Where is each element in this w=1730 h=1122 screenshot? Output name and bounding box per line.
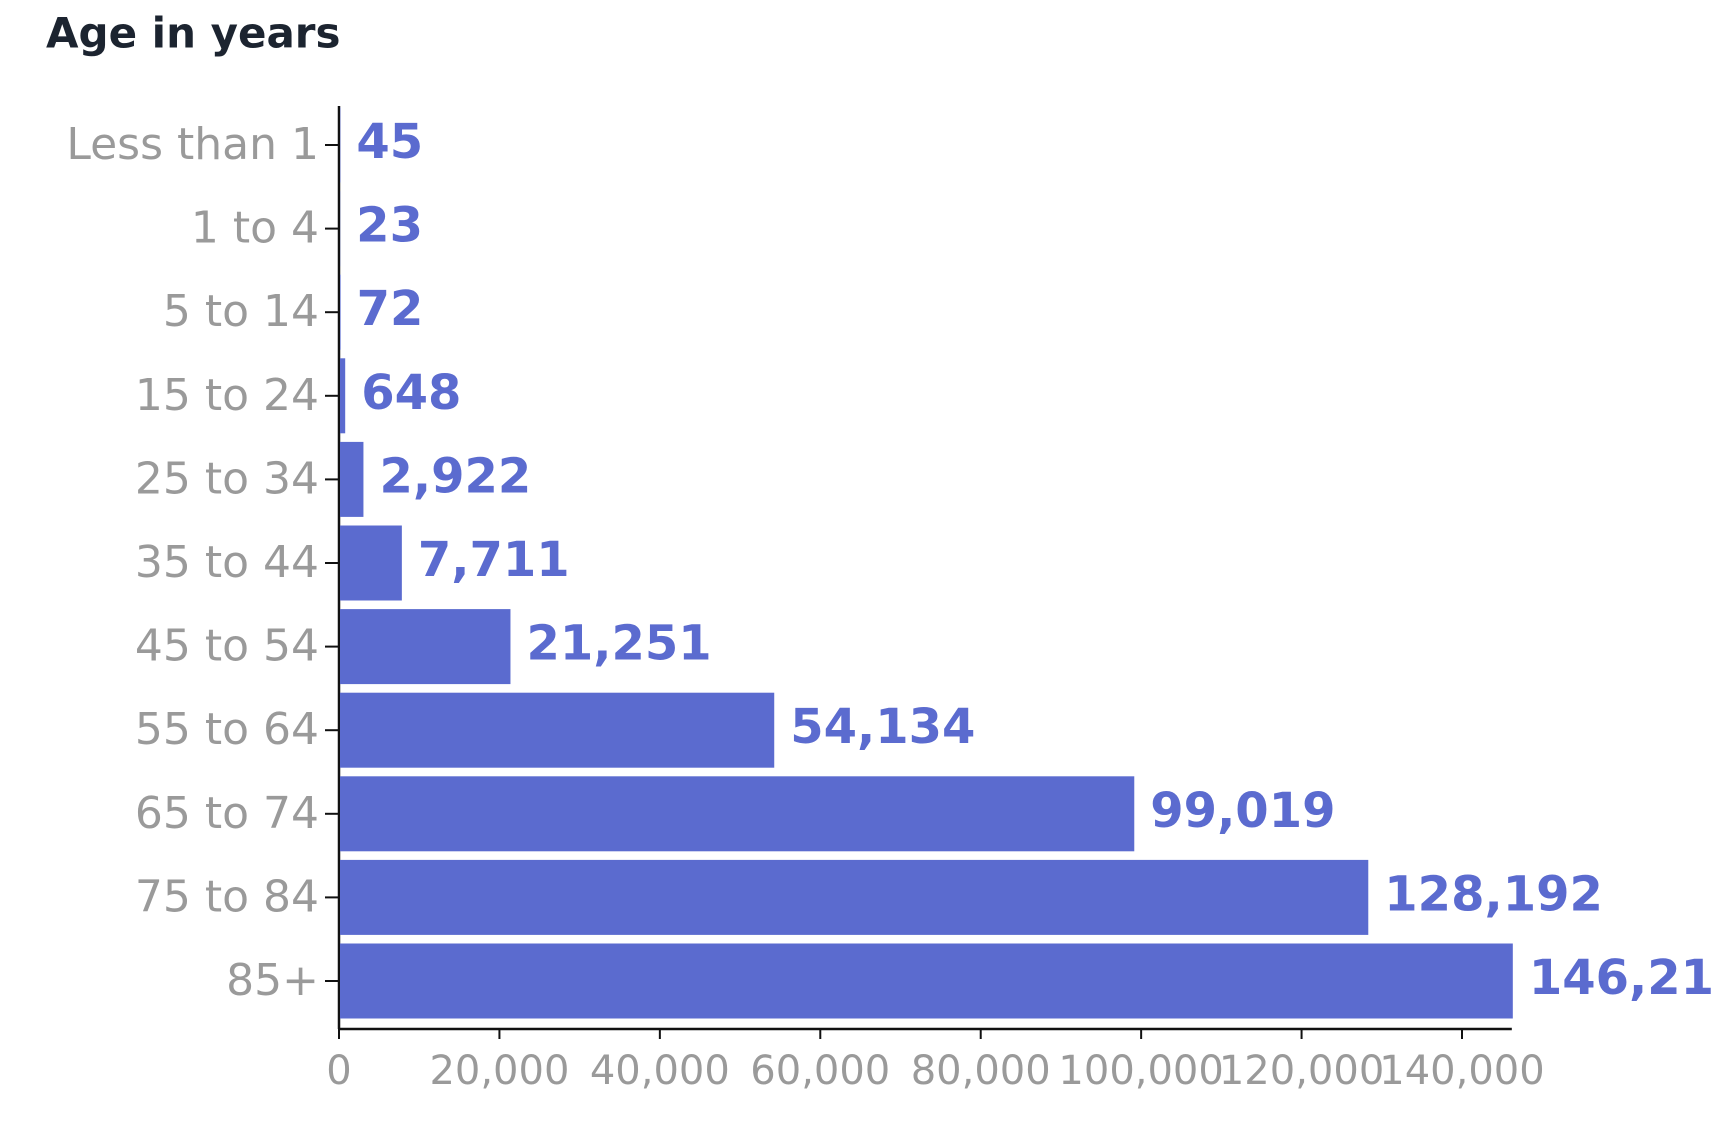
value-label: 128,192 xyxy=(1384,866,1603,922)
x-tick-label: 80,000 xyxy=(911,1048,1051,1094)
y-tick-label: 5 to 14 xyxy=(163,286,319,337)
bar xyxy=(340,274,341,350)
value-label: 21,251 xyxy=(526,616,711,672)
value-label: 72 xyxy=(357,281,424,337)
x-tick-label: 60,000 xyxy=(750,1048,890,1094)
chart-title: Age in years xyxy=(46,9,341,58)
bar xyxy=(340,859,1369,935)
x-tick-label: 100,000 xyxy=(1058,1048,1223,1094)
y-tick-label: 15 to 24 xyxy=(135,370,319,421)
value-label: 45 xyxy=(356,114,423,170)
x-tick-label: 140,000 xyxy=(1379,1048,1544,1094)
y-tick-label: 85+ xyxy=(226,955,319,1006)
y-tick-label: 45 to 54 xyxy=(135,621,319,672)
bar xyxy=(340,776,1135,852)
bar xyxy=(340,358,346,434)
x-tick-label: 20,000 xyxy=(429,1048,569,1094)
y-tick-label: 65 to 74 xyxy=(135,788,319,839)
y-tick-label: 75 to 84 xyxy=(135,871,319,922)
value-label: 99,019 xyxy=(1150,783,1335,839)
bar xyxy=(340,943,1513,1019)
y-tick-label: 25 to 34 xyxy=(135,453,319,504)
bar xyxy=(340,692,775,768)
y-tick-label: 55 to 64 xyxy=(135,704,319,755)
bar xyxy=(340,525,402,601)
bar xyxy=(340,441,364,517)
value-label: 146,21 xyxy=(1529,950,1714,1006)
y-tick-label: 35 to 44 xyxy=(135,537,319,588)
value-label: 648 xyxy=(361,365,461,421)
value-label: 23 xyxy=(356,198,423,254)
x-tick-label: 0 xyxy=(326,1048,351,1094)
value-label: 54,134 xyxy=(790,699,975,755)
value-label: 7,711 xyxy=(418,532,570,588)
x-tick-label: 120,000 xyxy=(1219,1048,1384,1094)
value-label: 2,922 xyxy=(379,448,531,504)
x-tick-label: 40,000 xyxy=(590,1048,730,1094)
y-tick-label: 1 to 4 xyxy=(191,203,319,254)
y-tick-label: Less than 1 xyxy=(66,119,319,170)
bar xyxy=(340,609,511,685)
